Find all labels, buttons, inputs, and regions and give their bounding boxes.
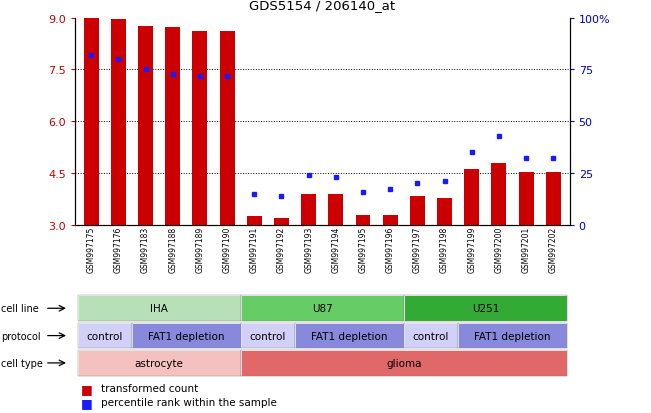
Bar (138, 27, 153, 225)
Text: cell type: cell type (1, 358, 43, 368)
Text: GDS5154 / 206140_at: GDS5154 / 206140_at (249, 0, 395, 12)
Bar (328, 195, 343, 225)
Bar (274, 219, 289, 225)
Text: glioma: glioma (386, 358, 422, 368)
Bar (410, 197, 425, 225)
Bar (247, 216, 262, 225)
Bar (355, 216, 370, 225)
Text: FAT1 depletion: FAT1 depletion (475, 331, 551, 341)
Bar (193, 32, 208, 225)
Text: FAT1 depletion: FAT1 depletion (148, 331, 225, 341)
Text: protocol: protocol (1, 331, 41, 341)
Bar (111, 20, 126, 225)
Text: percentile rank within the sample: percentile rank within the sample (101, 397, 277, 407)
Text: ■: ■ (81, 396, 93, 408)
Text: control: control (413, 331, 449, 341)
Text: cell line: cell line (1, 304, 39, 313)
Text: U251: U251 (472, 304, 499, 313)
Bar (383, 216, 398, 225)
Bar (464, 169, 479, 225)
Text: control: control (250, 331, 286, 341)
Bar (165, 28, 180, 225)
Text: FAT1 depletion: FAT1 depletion (311, 331, 388, 341)
Bar (301, 195, 316, 225)
Bar (84, 19, 99, 225)
Bar (546, 173, 561, 225)
Text: ■: ■ (81, 382, 93, 394)
Text: astrocyte: astrocyte (135, 358, 184, 368)
Text: U87: U87 (312, 304, 333, 313)
Bar (437, 199, 452, 225)
Bar (492, 164, 506, 225)
Bar (519, 173, 534, 225)
Text: transformed count: transformed count (101, 383, 198, 393)
Text: IHA: IHA (150, 304, 168, 313)
Text: control: control (87, 331, 123, 341)
Bar (219, 32, 234, 225)
